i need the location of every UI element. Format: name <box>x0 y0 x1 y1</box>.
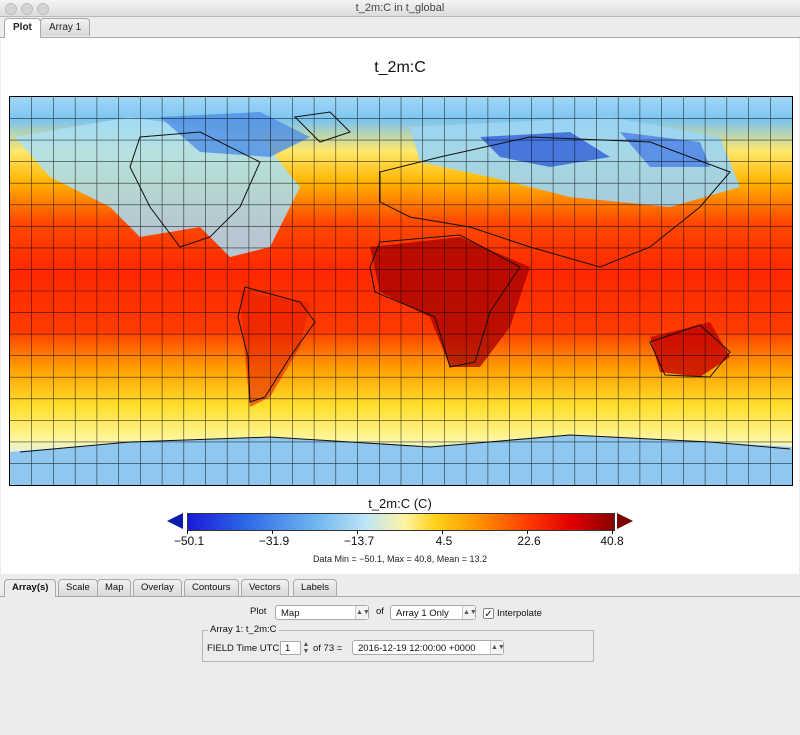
plot-type-value: Map <box>281 608 300 619</box>
array-select-value: Array 1 Only <box>396 608 449 619</box>
colorbar-tick-label: −50.1 <box>173 534 205 548</box>
tab-contours[interactable]: Contours <box>184 579 239 596</box>
plot-title: t_2m:C <box>374 59 426 76</box>
tab-array-1[interactable]: Array 1 <box>40 18 91 36</box>
array-select[interactable]: Array 1 Only ▲▼ <box>390 605 477 620</box>
time-stepper-icon[interactable]: ▲ ▼ <box>302 641 310 655</box>
colorbar-tick-label: 40.8 <box>600 534 624 548</box>
tab-labels[interactable]: Labels <box>293 579 337 596</box>
of-label: of <box>376 606 384 617</box>
temperature-map-image <box>10 97 792 485</box>
tab-arrays[interactable]: Array(s) <box>4 579 57 597</box>
tab-vectors[interactable]: Vectors <box>241 579 289 596</box>
colorbar-tick <box>187 530 188 534</box>
window-titlebar: t_2m:C in t_global <box>0 0 800 17</box>
field-time-label: FIELD Time UTC: <box>207 643 282 654</box>
colorbar-underflow-arrow <box>167 513 183 529</box>
chevron-updown-icon: ▲▼ <box>490 641 505 654</box>
colorbar-overflow-arrow <box>617 513 633 529</box>
time-value: 2016-12-19 12:00:00 +0000 <box>358 643 476 654</box>
data-stats: Data Min = −50.1, Max = 40.8, Mean = 13.… <box>312 554 488 564</box>
interpolate-label: Interpolate <box>497 608 542 619</box>
time-index-input[interactable]: 1 <box>280 641 301 655</box>
plot-panel: t_2m:C <box>1 38 799 574</box>
plot-type-select[interactable]: Map ▲▼ <box>275 605 370 620</box>
checkmark-icon: ✓ <box>484 609 493 620</box>
colorbar-tick-label: −31.9 <box>258 534 290 548</box>
time-total-label: of 73 = <box>313 643 343 654</box>
plot-label: Plot <box>250 606 267 617</box>
chevron-updown-icon: ▲▼ <box>462 606 477 619</box>
main-tabbar: Plot Array 1 <box>0 17 800 38</box>
chevron-updown-icon: ▲▼ <box>355 606 370 619</box>
tab-overlay[interactable]: Overlay <box>133 579 182 596</box>
colorbar-tick <box>527 530 528 534</box>
minimize-window-icon[interactable] <box>21 3 33 15</box>
time-value-select[interactable]: 2016-12-19 12:00:00 +0000 ▲▼ <box>352 640 505 655</box>
zoom-window-icon[interactable] <box>37 3 49 15</box>
array-group-box <box>202 630 594 662</box>
colorbar <box>187 513 615 531</box>
tab-plot[interactable]: Plot <box>4 18 41 38</box>
colorbar-tick <box>442 530 443 534</box>
colorbar-title: t_2m:C (C) <box>368 496 432 511</box>
temperature-map[interactable] <box>9 96 793 486</box>
tab-map[interactable]: Map <box>97 579 132 596</box>
array-group-title: Array 1: t_2m:C <box>208 624 279 635</box>
colorbar-tick <box>357 530 358 534</box>
colorbar-tick <box>612 530 613 534</box>
colorbar-tick-label: 22.6 <box>517 534 541 548</box>
colorbar-tick-label: 4.5 <box>435 534 453 548</box>
colorbar-tick <box>272 530 273 534</box>
window-title: t_2m:C in t_global <box>355 2 445 14</box>
close-window-icon[interactable] <box>5 3 17 15</box>
control-tabbar: Array(s) Scale Map Overlay Contours Vect… <box>0 578 800 597</box>
interpolate-checkbox[interactable]: ✓ <box>483 608 494 620</box>
tab-scale[interactable]: Scale <box>58 579 98 596</box>
colorbar-tick-label: −13.7 <box>343 534 375 548</box>
